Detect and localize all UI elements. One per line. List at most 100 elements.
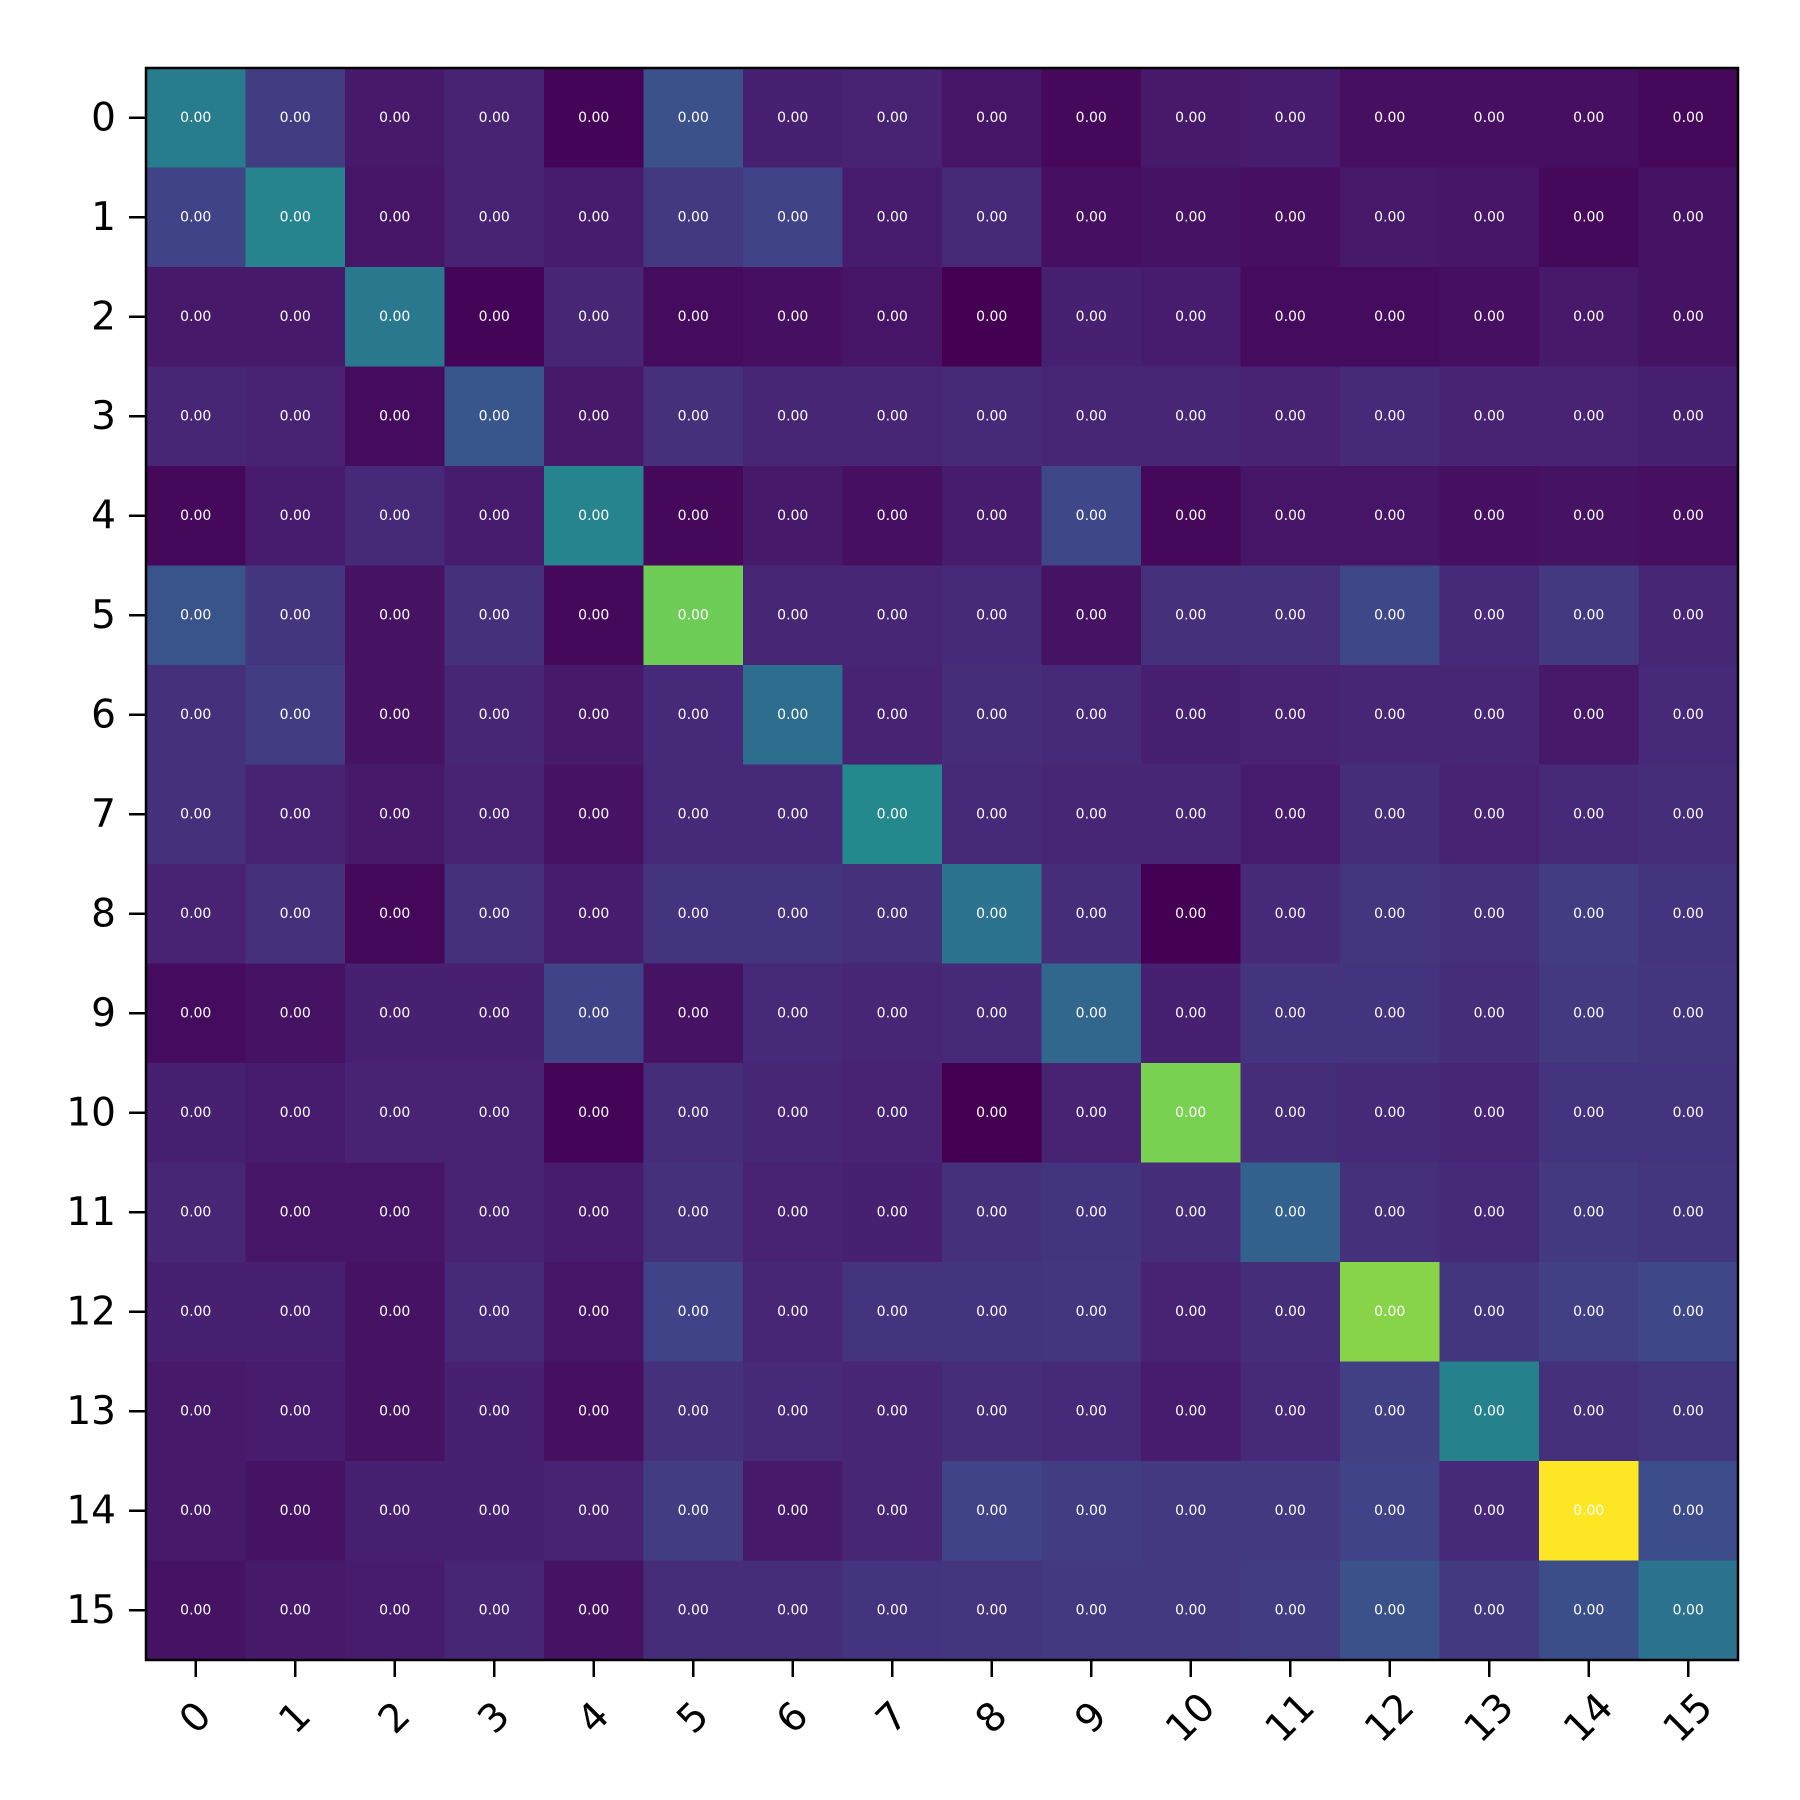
y-tick-label: 15 — [66, 1588, 116, 1633]
cell-value-label: 0.00 — [379, 508, 410, 524]
heatmap-cell-7-0 — [146, 764, 247, 865]
heatmap-cell-13-10 — [1141, 1361, 1242, 1462]
heatmap-cell-8-7 — [842, 864, 943, 965]
cell-value-label: 0.00 — [877, 1204, 908, 1220]
x-tick-label: 0 — [171, 1693, 220, 1742]
heatmap-cell-4-5 — [643, 466, 744, 567]
cell-value-label: 0.00 — [678, 309, 709, 325]
cell-value-label: 0.00 — [1474, 110, 1505, 126]
cell-value-label: 0.00 — [976, 209, 1007, 225]
cell-value-label: 0.00 — [1076, 806, 1107, 822]
heatmap-cell-1-1 — [245, 167, 346, 268]
heatmap-cell-1-7 — [842, 167, 943, 268]
heatmap-cell-3-12 — [1340, 366, 1441, 467]
heatmap-cell-9-0 — [146, 963, 247, 1064]
heatmap-cell-10-5 — [643, 1063, 744, 1164]
heatmap-cell-1-8 — [942, 167, 1043, 268]
heatmap-cell-9-6 — [743, 963, 844, 1064]
heatmap-cell-7-3 — [444, 764, 545, 865]
heatmap-cell-2-13 — [1439, 267, 1540, 368]
cell-value-label: 0.00 — [180, 707, 211, 723]
heatmap-cell-11-10 — [1141, 1162, 1242, 1263]
cell-value-label: 0.00 — [479, 1005, 510, 1021]
heatmap-cell-5-3 — [444, 565, 545, 666]
cell-value-label: 0.00 — [976, 1304, 1007, 1320]
heatmap-cell-13-14 — [1539, 1361, 1640, 1462]
plot-frame — [144, 66, 1740, 1662]
heatmap-cell-6-2 — [345, 665, 446, 766]
heatmap-cell-5-5 — [643, 565, 744, 666]
heatmap-cell-5-7 — [842, 565, 943, 666]
heatmap-cell-8-12 — [1340, 864, 1441, 965]
cell-value-label: 0.00 — [280, 1304, 311, 1320]
heatmap-cell-5-10 — [1141, 565, 1242, 666]
heatmap-cell-5-1 — [245, 565, 346, 666]
heatmap-cell-11-9 — [1041, 1162, 1142, 1263]
cell-value-label: 0.00 — [479, 209, 510, 225]
cell-value-label: 0.00 — [578, 607, 609, 623]
heatmap-cell-1-9 — [1041, 167, 1142, 268]
cell-value-label: 0.00 — [678, 1204, 709, 1220]
heatmap-cell-12-5 — [643, 1262, 744, 1363]
cell-value-label: 0.00 — [678, 209, 709, 225]
heatmap-cell-13-15 — [1638, 1361, 1739, 1462]
cell-value-label: 0.00 — [1175, 110, 1206, 126]
heatmap-cell-3-13 — [1439, 366, 1540, 467]
heatmap-cell-15-5 — [643, 1560, 744, 1661]
heatmap-cell-1-4 — [544, 167, 645, 268]
heatmap-cell-1-12 — [1340, 167, 1441, 268]
cell-value-label: 0.00 — [1175, 1204, 1206, 1220]
cell-value-label: 0.00 — [1673, 1602, 1704, 1618]
x-tick-label: 10 — [1157, 1685, 1224, 1752]
cell-value-label: 0.00 — [180, 1204, 211, 1220]
heatmap-cell-2-11 — [1240, 267, 1341, 368]
cell-value-label: 0.00 — [1374, 1204, 1405, 1220]
heatmap-cell-11-15 — [1638, 1162, 1739, 1263]
cell-value-label: 0.00 — [877, 309, 908, 325]
heatmap-cell-12-11 — [1240, 1262, 1341, 1363]
cell-value-label: 0.00 — [777, 508, 808, 524]
heatmap-cell-6-5 — [643, 665, 744, 766]
heatmap-cell-0-4 — [544, 68, 645, 169]
heatmap-cell-4-10 — [1141, 466, 1242, 567]
cell-value-label: 0.00 — [379, 1304, 410, 1320]
cell-value-label: 0.00 — [578, 209, 609, 225]
cell-value-label: 0.00 — [578, 309, 609, 325]
cell-value-label: 0.00 — [479, 806, 510, 822]
heatmap-cell-4-9 — [1041, 466, 1142, 567]
cell-value-label: 0.00 — [1076, 209, 1107, 225]
cell-value-label: 0.00 — [379, 309, 410, 325]
heatmap-cell-13-2 — [345, 1361, 446, 1462]
cell-value-label: 0.00 — [1275, 1005, 1306, 1021]
x-tick-label: 2 — [370, 1693, 419, 1742]
x-tick-label: 6 — [768, 1693, 817, 1742]
cell-value-label: 0.00 — [578, 1602, 609, 1618]
heatmap-cell-2-5 — [643, 267, 744, 368]
y-tick-label: 14 — [66, 1488, 116, 1533]
heatmap-cell-14-11 — [1240, 1461, 1341, 1562]
cell-value-label: 0.00 — [1673, 508, 1704, 524]
cell-value-label: 0.00 — [280, 508, 311, 524]
cell-value-label: 0.00 — [479, 707, 510, 723]
y-tick-label: 11 — [66, 1190, 116, 1235]
cell-value-label: 0.00 — [976, 110, 1007, 126]
cell-value-label: 0.00 — [1175, 1403, 1206, 1419]
heatmap-cell-15-1 — [245, 1560, 346, 1661]
heatmap-cell-11-3 — [444, 1162, 545, 1263]
heatmap-cell-5-12 — [1340, 565, 1441, 666]
heatmap-cell-0-9 — [1041, 68, 1142, 169]
x-tick-label: 1 — [271, 1693, 320, 1742]
cell-value-label: 0.00 — [1573, 1403, 1604, 1419]
cell-value-label: 0.00 — [1374, 1602, 1405, 1618]
cell-value-label: 0.00 — [1374, 1403, 1405, 1419]
heatmap-cell-0-15 — [1638, 68, 1739, 169]
x-axis: 0 1 2 3 4 5 6 7 8 9 10 11 12 13 14 15 — [171, 1660, 1722, 1751]
heatmap-cell-6-4 — [544, 665, 645, 766]
heatmap-cell-15-3 — [444, 1560, 545, 1661]
cell-value-label: 0.00 — [1275, 110, 1306, 126]
heatmap-cell-12-13 — [1439, 1262, 1540, 1363]
cell-value-label: 0.00 — [777, 209, 808, 225]
cell-value-label: 0.00 — [1474, 607, 1505, 623]
cell-value-label: 0.00 — [1474, 408, 1505, 424]
cell-value-label: 0.00 — [1076, 110, 1107, 126]
